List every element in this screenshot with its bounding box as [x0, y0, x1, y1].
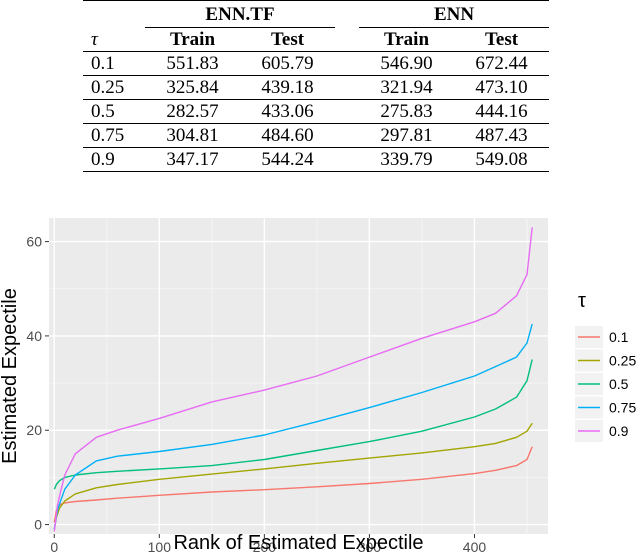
x-axis-label: Rank of Estimated Expectile: [173, 532, 423, 552]
x-tick-label: 300: [358, 539, 382, 552]
cell: 546.90: [359, 51, 454, 76]
table-row: 0.75 304.81 484.60 297.81 487.43: [83, 123, 549, 148]
series-line-0.25: [53, 422, 533, 530]
legend-label: 0.5: [609, 376, 629, 392]
cell: 444.16: [454, 99, 549, 124]
cell: 549.08: [454, 147, 549, 172]
row-tau: 0.9: [83, 147, 145, 172]
cell: 433.06: [240, 99, 335, 124]
col-header-train-1: Train: [169, 29, 216, 50]
grid-lines: [49, 218, 548, 534]
legend-label: 0.1: [609, 329, 629, 345]
legend-title: τ: [578, 290, 586, 312]
row-tau: 0.75: [83, 123, 145, 148]
cell: 484.60: [240, 123, 335, 148]
cell: 339.79: [359, 147, 454, 172]
y-axis-label: Estimated Expectile: [0, 288, 21, 464]
row-tau: 0.25: [83, 75, 145, 100]
series-lines: [53, 227, 533, 532]
legend: τ 0.1 0.25 0.5 0.75 0.9: [575, 290, 636, 442]
cell: 321.94: [359, 75, 454, 100]
table-column-header: τ Train Test Train Test: [83, 28, 549, 52]
row-tau: 0.5: [83, 99, 145, 124]
cell: 439.18: [240, 75, 335, 100]
y-axis-ticks: 0 20 40 60: [26, 234, 49, 533]
cell: 487.43: [454, 123, 549, 148]
legend-label: 0.9: [609, 423, 629, 439]
series-line-0.9: [53, 227, 533, 532]
x-tick-label: 400: [463, 539, 487, 552]
legend-label: 0.75: [609, 400, 636, 416]
table-row: 0.25 325.84 439.18 321.94 473.10: [83, 75, 549, 100]
y-tick-label: 0: [34, 517, 42, 533]
cell: 672.44: [454, 51, 549, 76]
row-tau: 0.1: [83, 51, 145, 76]
group-header-enn: ENN: [359, 0, 549, 28]
x-tick-label: 200: [253, 539, 277, 552]
cell: 304.81: [145, 123, 240, 148]
cell: 325.84: [145, 75, 240, 100]
series-line-0.75: [53, 323, 533, 530]
cell: 282.57: [145, 99, 240, 124]
cell: 544.24: [240, 147, 335, 172]
y-tick-label: 60: [26, 234, 42, 250]
col-header-test-1: Test: [270, 29, 305, 50]
tau-header: τ: [91, 28, 98, 50]
cell: 275.83: [359, 99, 454, 124]
cell: 473.10: [454, 75, 549, 100]
x-tick-label: 0: [50, 539, 58, 552]
cell: 551.83: [145, 51, 240, 76]
table-row: 0.9 347.17 544.24 339.79 549.08: [83, 147, 549, 172]
cell: 605.79: [240, 51, 335, 76]
x-tick-label: 100: [148, 539, 172, 552]
y-tick-label: 40: [26, 328, 42, 344]
expectile-line-chart: 0 20 40 60 0 100 200 300 400 Rank of Estimated …: [0, 218, 636, 552]
y-tick-label: 20: [26, 422, 42, 438]
table-group-header: ENN.TF ENN: [83, 0, 549, 28]
col-header-train-2: Train: [383, 29, 430, 50]
results-table-container: ENN.TF ENN τ Train Test Train Test 0.1 5…: [83, 0, 549, 172]
legend-label: 0.25: [609, 353, 636, 369]
tau-corner: [83, 1, 145, 28]
plot-panel: [49, 218, 548, 534]
cell: 347.17: [145, 147, 240, 172]
table-row: 0.5 282.57 433.06 275.83 444.16: [83, 99, 549, 124]
table-row: 0.1 551.83 605.79 546.90 672.44: [83, 51, 549, 76]
group-header-enn-tf: ENN.TF: [145, 0, 335, 28]
x-axis-ticks: 0 100 200 300 400: [50, 534, 486, 552]
results-table: ENN.TF ENN τ Train Test Train Test 0.1 5…: [83, 0, 549, 172]
cell: 297.81: [359, 123, 454, 148]
col-header-test-2: Test: [484, 29, 519, 50]
